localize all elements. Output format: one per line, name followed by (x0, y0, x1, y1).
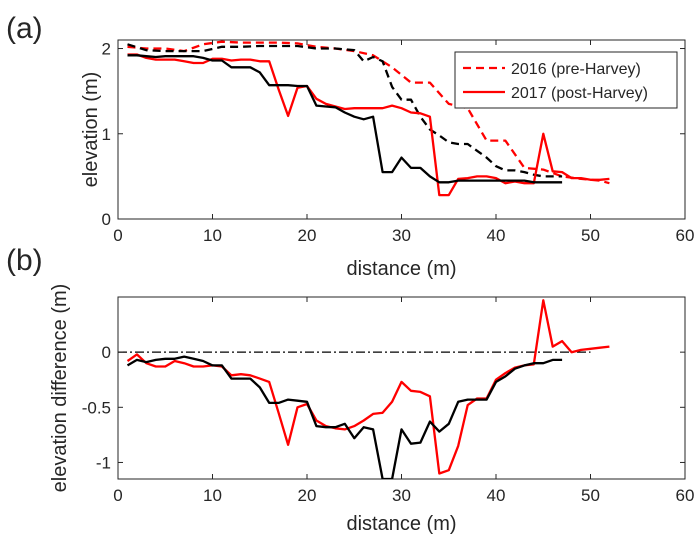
panel-label: (b) (6, 244, 43, 277)
x-tick-label: 60 (676, 226, 695, 245)
y-tick-label: 1 (102, 125, 111, 144)
y-tick-label: 0 (102, 343, 111, 362)
x-tick-label: 0 (113, 486, 122, 505)
legend-box (454, 51, 678, 109)
panel-b: (b) 0 10 20 30 40 50 60 -1 -0.5 0 distance (m) eleva… (6, 244, 694, 535)
x-axis-label: distance (m) (346, 258, 456, 280)
x-tick-label: 40 (487, 486, 506, 505)
series-line-red-dashed (127, 40, 610, 185)
x-tick-label: 10 (203, 486, 222, 505)
y-axis-label: elevation difference (m) (49, 284, 71, 493)
y-tick-label: 2 (102, 40, 111, 59)
x-tick-label: 30 (392, 486, 411, 505)
panel-a: (a) 0 10 20 30 40 50 60 0 1 2 distance (m) elevation… (6, 12, 694, 280)
x-tick-label: 20 (298, 486, 317, 505)
series-line-red-solid (127, 53, 610, 197)
x-tick-label: 20 (298, 226, 317, 245)
y-tick-label: -1 (96, 453, 111, 472)
x-tick-label: 30 (392, 226, 411, 245)
series-line-black-solid (127, 54, 563, 184)
y-tick-label: 0 (102, 210, 111, 229)
panel-label: (a) (6, 12, 43, 45)
legend-label: 2016 (pre-Harvey) (511, 61, 641, 78)
y-axis-label: elevation (m) (80, 72, 102, 188)
legend: 2016 (pre-Harvey) 2017 (post-Harvey) (454, 51, 678, 109)
x-tick-label: 60 (676, 486, 695, 505)
x-axis-label: distance (m) (346, 513, 456, 535)
plot-area (117, 296, 686, 480)
x-tick-label: 50 (581, 226, 600, 245)
y-tick-label: -0.5 (82, 398, 111, 417)
x-tick-label: 0 (113, 226, 122, 245)
series-line-black-solid (126, 355, 563, 479)
series-line-black-dashed (127, 43, 563, 178)
x-tick-label: 10 (203, 226, 222, 245)
legend-label: 2017 (post-Harvey) (511, 85, 648, 102)
x-tick-label: 50 (581, 486, 600, 505)
x-tick-label: 40 (487, 226, 506, 245)
